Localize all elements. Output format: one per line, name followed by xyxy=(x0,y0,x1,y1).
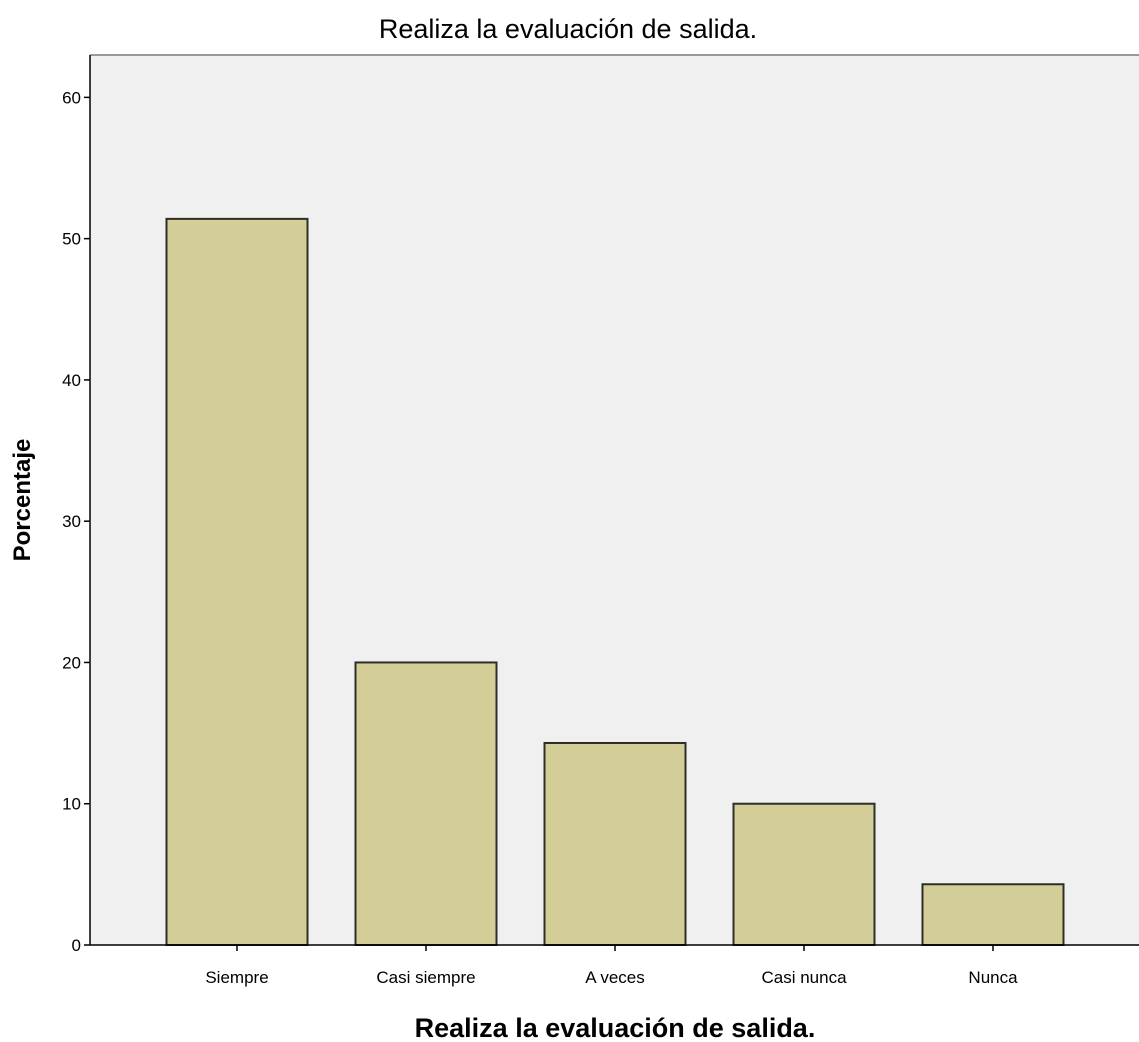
bar-a-veces xyxy=(543,741,687,946)
y-tick-label-6: 60 xyxy=(62,88,81,107)
x-tick-label-4: Nunca xyxy=(968,968,1018,987)
y-axis-ticks: 0 10 20 30 40 50 60 xyxy=(62,88,90,955)
y-tick-label-5: 50 xyxy=(62,230,81,249)
bar-casi-nunca xyxy=(732,802,876,946)
y-tick-label-1: 10 xyxy=(62,795,81,814)
x-axis-label: Realiza la evaluación de salida. xyxy=(415,1013,816,1042)
y-tick-label-0: 0 xyxy=(72,936,81,955)
x-axis-ticks: Siempre Casi siempre A veces Casi nunca Nunc… xyxy=(205,945,1018,987)
x-tick-label-0: Siempre xyxy=(205,968,268,987)
y-tick-label-3: 30 xyxy=(62,512,81,531)
bar-casi-siempre xyxy=(354,661,498,946)
x-tick-label-3: Casi nunca xyxy=(761,968,847,987)
bar-siempre xyxy=(165,217,309,947)
y-axis-label: Porcentaje xyxy=(9,439,36,562)
chart-title: Realiza la evaluación de salida. xyxy=(379,14,757,44)
x-tick-label-1: Casi siempre xyxy=(376,968,475,987)
x-tick-label-2: A veces xyxy=(585,968,645,987)
bars-group xyxy=(165,217,1065,947)
y-tick-label-4: 40 xyxy=(62,371,81,390)
bar-nunca xyxy=(921,883,1065,946)
y-tick-label-2: 20 xyxy=(62,653,81,672)
